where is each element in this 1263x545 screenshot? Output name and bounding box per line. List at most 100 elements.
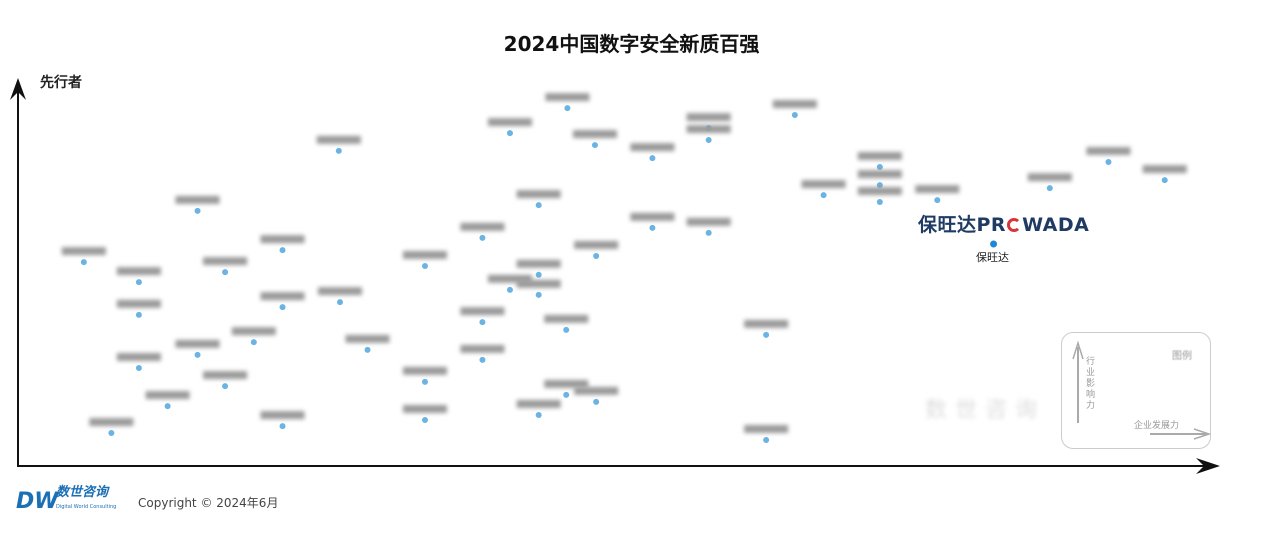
dw-logo-mark: DW xyxy=(16,489,59,514)
data-point xyxy=(705,229,712,236)
point-label-blurred xyxy=(915,185,960,194)
point-label-blurred xyxy=(857,152,902,161)
data-point xyxy=(479,319,486,326)
point-label-blurred xyxy=(772,100,817,109)
data-point xyxy=(791,112,798,119)
data-point xyxy=(1161,177,1168,184)
point-label-blurred xyxy=(345,334,390,343)
point-label-blurred xyxy=(175,195,220,204)
data-point xyxy=(364,346,371,353)
watermark: 数世咨询 xyxy=(925,398,1046,423)
point-label-blurred xyxy=(545,93,590,102)
point-label-blurred xyxy=(203,371,248,380)
dw-logo: DW 数世咨询 Digital World Consulting xyxy=(16,484,132,520)
dw-logo-cn: 数世咨询 xyxy=(56,485,109,500)
point-label-blurred xyxy=(544,314,589,323)
point-label-blurred xyxy=(574,240,619,249)
data-point xyxy=(506,286,513,293)
data-point xyxy=(763,436,770,443)
point-label-blurred xyxy=(402,404,447,413)
data-point xyxy=(108,430,115,437)
data-point xyxy=(563,391,570,398)
point-label-blurred xyxy=(316,135,361,144)
legend-title: 图例 xyxy=(1172,351,1192,362)
data-point xyxy=(479,234,486,241)
data-point xyxy=(479,356,486,363)
data-point xyxy=(336,299,343,306)
legend-arrows xyxy=(1072,340,1212,440)
point-label-blurred xyxy=(572,130,617,139)
point-label-blurred xyxy=(487,274,532,283)
data-point xyxy=(279,304,286,311)
point-label-blurred xyxy=(460,307,505,316)
point-label-blurred xyxy=(89,418,134,427)
dw-logo-en: Digital World Consulting xyxy=(56,504,117,510)
data-point xyxy=(279,247,286,254)
data-point xyxy=(80,259,87,266)
point-label-blurred xyxy=(516,190,561,199)
point-label-blurred xyxy=(260,292,305,301)
data-point xyxy=(421,262,428,269)
data-point xyxy=(649,224,656,231)
point-label-blurred xyxy=(487,118,532,127)
data-point xyxy=(535,411,542,418)
point-label-blurred xyxy=(1086,147,1131,156)
point-label-blurred xyxy=(686,125,731,134)
legend-x-axis-label: 企业发展力 xyxy=(1134,421,1180,431)
point-label-blurred xyxy=(744,424,789,433)
footer: DW 数世咨询 Digital World Consulting Copyrig… xyxy=(16,484,278,520)
data-point xyxy=(1046,185,1053,192)
data-point xyxy=(1105,159,1112,166)
data-point xyxy=(591,142,598,149)
highlight-point xyxy=(990,240,998,248)
point-label-blurred xyxy=(317,287,362,296)
point-label-blurred xyxy=(630,212,675,221)
point-label-blurred xyxy=(260,235,305,244)
point-label-blurred xyxy=(203,257,248,266)
point-label-blurred xyxy=(801,180,846,189)
data-point xyxy=(222,269,229,276)
point-label-blurred xyxy=(857,187,902,196)
data-point xyxy=(421,416,428,423)
x-axis-arrow xyxy=(1196,458,1220,474)
data-point xyxy=(194,207,201,214)
point-label-blurred xyxy=(175,339,220,348)
data-point xyxy=(876,182,883,189)
y-axis-arrow xyxy=(10,78,26,100)
point-label-blurred xyxy=(116,299,161,308)
data-point xyxy=(335,147,342,154)
point-label-blurred xyxy=(630,143,675,152)
data-point xyxy=(876,199,883,206)
legend: 图例 行业影响力 企业发展力 xyxy=(1061,332,1212,449)
point-label-blurred xyxy=(686,217,731,226)
data-point xyxy=(279,423,286,430)
data-point xyxy=(649,155,656,162)
data-point xyxy=(535,202,542,209)
point-label-blurred xyxy=(857,170,902,179)
point-label-blurred xyxy=(544,379,589,388)
point-label-blurred xyxy=(516,399,561,408)
point-label-blurred xyxy=(402,366,447,375)
axes xyxy=(10,78,1220,474)
prowada-logo: 保旺达PR WADA xyxy=(918,214,1090,236)
point-label-blurred xyxy=(574,386,619,395)
y-axis-label: 先行者 xyxy=(40,75,82,91)
data-point xyxy=(535,271,542,278)
data-point xyxy=(164,403,171,410)
data-point xyxy=(222,383,229,390)
data-point xyxy=(135,311,142,318)
data-point xyxy=(705,137,712,144)
data-point xyxy=(593,398,600,405)
point-label-blurred xyxy=(516,279,561,288)
data-point xyxy=(564,105,571,112)
data-point xyxy=(135,364,142,371)
chart-title: 2024中国数字安全新质百强 xyxy=(503,32,760,56)
data-point xyxy=(421,378,428,385)
point-label-blurred xyxy=(460,222,505,231)
legend-y-axis-label: 行业影响力 xyxy=(1086,357,1096,411)
data-point xyxy=(535,291,542,298)
data-point xyxy=(563,326,570,333)
data-point xyxy=(876,164,883,171)
point-label-blurred xyxy=(1142,165,1187,174)
